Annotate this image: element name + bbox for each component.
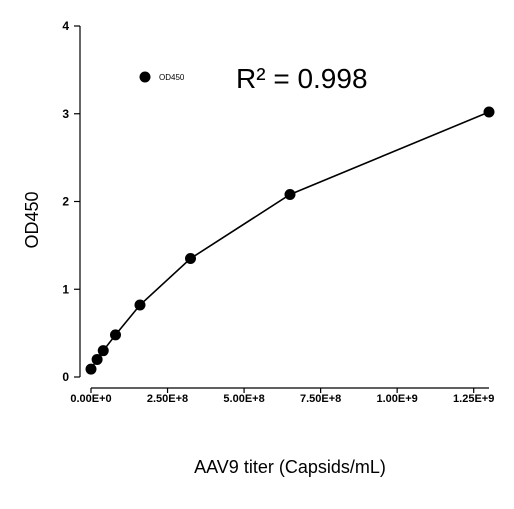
y-axis-title: OD450 [22, 191, 42, 248]
x-tick-label: 7.50E+8 [300, 393, 341, 405]
x-axis: 0.00E+0 2.50E+8 5.00E+8 7.50E+8 1.00E+9 1.25E… [70, 387, 494, 405]
plot-area [85, 106, 495, 375]
x-tick-label: 2.50E+8 [147, 393, 188, 405]
x-tick-label: 1.00E+9 [377, 393, 418, 405]
legend-label: OD450 [159, 73, 185, 82]
data-point [185, 253, 196, 265]
y-tick-label: 1 [62, 282, 69, 296]
y-tick-label: 3 [62, 107, 69, 121]
x-tick-label: 5.00E+8 [223, 393, 264, 405]
data-point [134, 299, 146, 311]
y-ticks: 0 1 2 3 4 [62, 19, 80, 384]
x-ticks: 0.00E+0 2.50E+8 5.00E+8 7.50E+8 1.00E+9 1.25E… [70, 388, 494, 405]
legend: OD450 [139, 71, 185, 83]
series-line [90, 111, 490, 370]
data-point [91, 353, 103, 365]
data-point [85, 363, 97, 375]
r-squared-annotation: R² = 0.998 [236, 63, 368, 94]
y-tick-label: 0 [62, 370, 69, 384]
legend-marker [139, 71, 151, 83]
y-tick-label: 4 [62, 19, 69, 33]
data-point [97, 345, 109, 357]
data-point [483, 106, 495, 118]
data-point [284, 188, 296, 200]
x-tick-label: 1.25E+9 [453, 393, 494, 405]
x-tick-label: 0.00E+0 [70, 393, 111, 405]
y-axis: 0 1 2 3 4 [62, 19, 81, 384]
data-point [109, 329, 121, 341]
x-axis-title: AAV9 titer (Capsids/mL) [194, 457, 386, 477]
y-tick-label: 2 [62, 195, 69, 209]
